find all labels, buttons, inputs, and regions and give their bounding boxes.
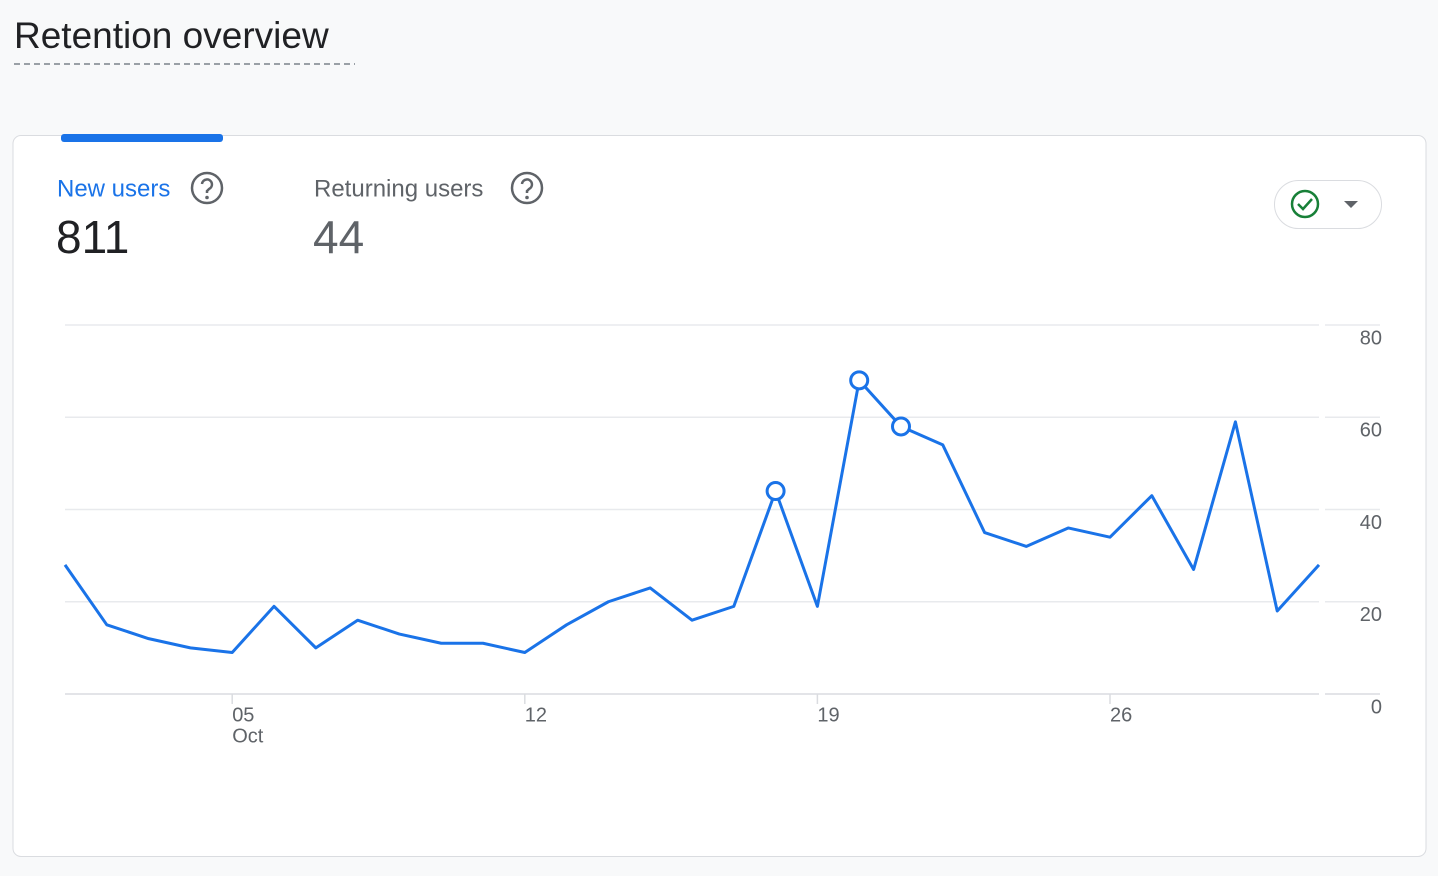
x-tick-label: 19 [817,704,839,726]
tab-label: Returning users [314,175,483,202]
x-tick-label: 12 [525,704,547,726]
card [12,135,1427,857]
page-title: Retention overview [14,15,329,56]
tab-label: New users [57,175,170,202]
data-line [63,378,1321,654]
x-tick-label: 26 [1110,704,1132,726]
data-point [765,481,786,502]
tab-new-users[interactable]: New users 811 [56,175,170,263]
data-point [891,416,911,437]
x-tick-label: 05 [232,704,254,726]
tab-value: 44 [313,211,364,263]
help-icon[interactable] [510,171,544,205]
y-tick-label: 60 [1360,420,1382,442]
tab-returning-users[interactable]: Returning users 44 [313,175,483,263]
y-tick-label: 40 [1360,512,1382,534]
y-tick-label: 20 [1360,604,1382,626]
help-icon[interactable] [190,171,224,205]
data-point [849,370,870,391]
y-tick-label: 0 [1371,696,1382,718]
y-tick-label: 80 [1360,327,1382,349]
tab-value: 811 [56,211,129,263]
status-dropdown[interactable] [1274,180,1382,229]
x-sublabel: Oct [232,725,264,747]
active-tab-indicator [61,134,223,142]
